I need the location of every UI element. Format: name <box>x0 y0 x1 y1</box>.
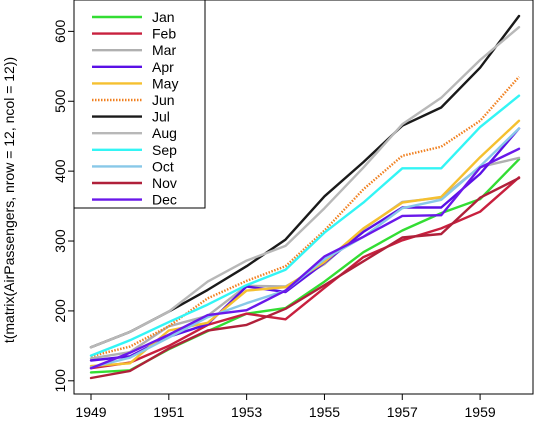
x-tick-label: 1955 <box>309 404 340 420</box>
legend-label-aug: Aug <box>152 125 177 141</box>
series-line-dec <box>89 147 521 370</box>
x-tick-label: 1957 <box>387 404 418 420</box>
series-line-feb <box>89 176 521 370</box>
y-tick-label: 400 <box>52 159 68 183</box>
y-tick-label: 200 <box>52 299 68 323</box>
legend-label-jan: Jan <box>152 9 175 25</box>
x-axis: 1949 1951 1953 1955 1957 1959 <box>75 394 496 420</box>
legend-label-may: May <box>152 75 178 91</box>
x-tick-label: 1949 <box>75 404 106 420</box>
series-lines <box>89 14 521 380</box>
y-tick-label: 100 <box>52 369 68 393</box>
y-tick-label: 300 <box>52 229 68 253</box>
x-tick-label: 1951 <box>153 404 184 420</box>
series-line-nov <box>89 176 521 380</box>
legend-label-sep: Sep <box>152 142 177 158</box>
legend-label-feb: Feb <box>152 26 176 42</box>
y-axis: 100 200 300 400 500 600 <box>52 19 74 392</box>
legend-label-mar: Mar <box>152 42 176 58</box>
y-axis-label: t(matrix(AirPassengers, nrow = 12, ncol … <box>1 57 17 343</box>
series-line-aug <box>89 26 521 349</box>
legend-label-jun: Jun <box>152 92 175 108</box>
legend-label-oct: Oct <box>152 158 174 174</box>
legend-label-jul: Jul <box>152 109 170 125</box>
legend-label-apr: Apr <box>152 59 174 75</box>
legend-label-dec: Dec <box>152 192 177 208</box>
y-tick-label: 600 <box>52 19 68 43</box>
legend-label-nov: Nov <box>152 175 177 191</box>
x-tick-label: 1953 <box>231 404 262 420</box>
x-tick-label: 1959 <box>465 404 496 420</box>
legend-box <box>73 0 206 209</box>
series-line-sep <box>89 94 521 357</box>
y-tick-label: 500 <box>52 89 68 113</box>
